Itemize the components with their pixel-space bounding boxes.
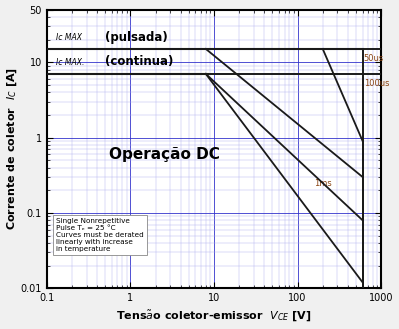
Text: Single Nonrepetitive
Pulse Tₑ = 25 °C
Curves must be derated
linearly with incre: Single Nonrepetitive Pulse Tₑ = 25 °C Cu… xyxy=(56,218,144,252)
Text: Operação DC: Operação DC xyxy=(109,147,219,162)
X-axis label: Tens$\~a$o coletor-emissor  $V_{CE}$ [V]: Tens$\~a$o coletor-emissor $V_{CE}$ [V] xyxy=(116,309,312,323)
Text: (continua): (continua) xyxy=(105,56,174,68)
Text: (pulsada): (pulsada) xyxy=(105,31,168,43)
Text: Ic MAX: Ic MAX xyxy=(56,33,82,42)
Y-axis label: Corrente de coletor  $I_C$ [A]: Corrente de coletor $I_C$ [A] xyxy=(6,67,19,230)
Text: Ic MAX.: Ic MAX. xyxy=(56,58,85,66)
Text: 1ms: 1ms xyxy=(314,179,332,188)
Text: 100us: 100us xyxy=(364,79,389,88)
Text: 50us: 50us xyxy=(364,54,384,63)
